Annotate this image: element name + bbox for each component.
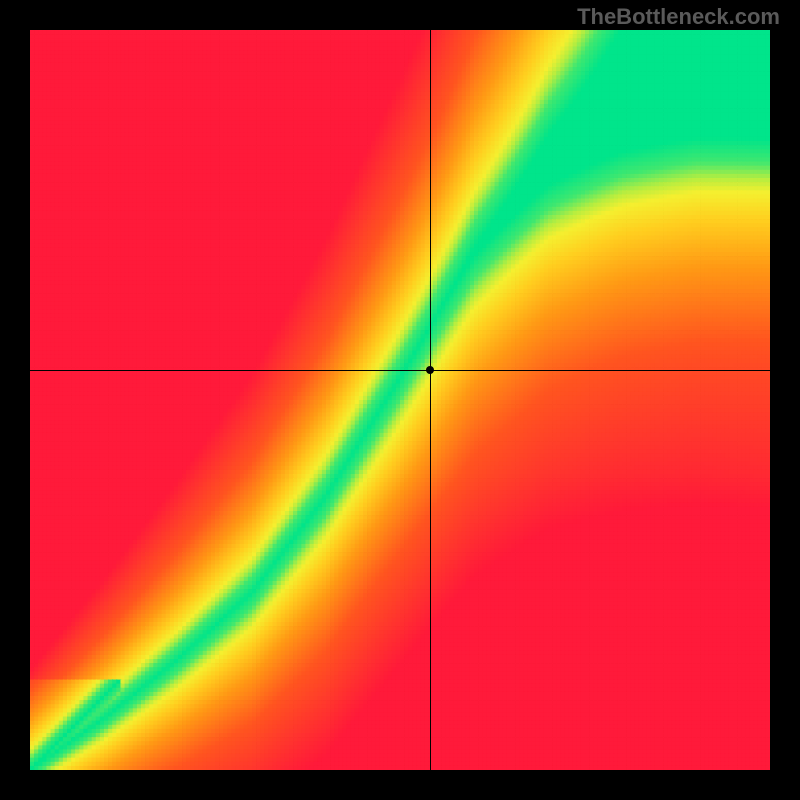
target-point [426,366,434,374]
watermark-text: TheBottleneck.com [577,4,780,30]
crosshair-vertical [430,30,431,770]
heatmap-canvas [30,30,770,770]
crosshair-horizontal [30,370,770,371]
heatmap-frame [30,30,770,770]
